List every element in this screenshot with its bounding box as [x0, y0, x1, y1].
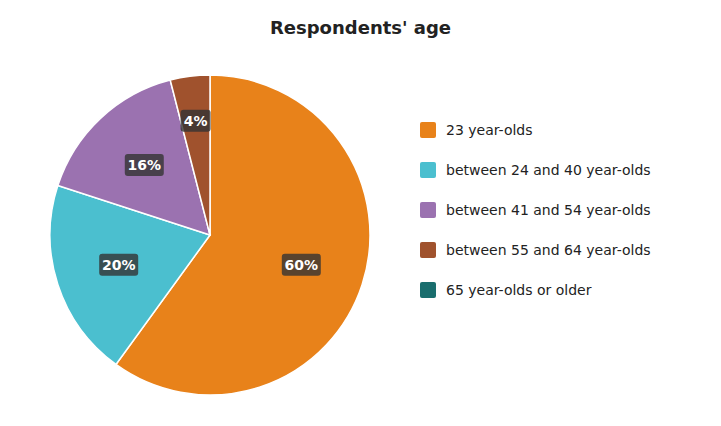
pie — [50, 75, 370, 395]
data-labels: 60% 20% 16% 4% — [99, 110, 321, 276]
data-label: 16% — [128, 157, 162, 173]
legend-swatch — [420, 122, 436, 138]
data-label-box — [181, 110, 211, 132]
legend-swatch — [420, 242, 436, 258]
legend-swatch — [420, 202, 436, 218]
data-label-box — [99, 254, 138, 276]
data-label-box — [282, 254, 321, 276]
legend-label: 65 year-olds or older — [446, 282, 592, 298]
legend: 23 year-olds between 24 and 40 year-olds b… — [420, 122, 651, 298]
chart: Respondents' age 60% 20% 16% 4% 23 year-olds b… — [0, 0, 721, 426]
legend-label: 23 year-olds — [446, 122, 533, 138]
legend-label: between 55 and 64 year-olds — [446, 242, 651, 258]
legend-swatch — [420, 162, 436, 178]
data-label-box — [125, 154, 164, 176]
data-label: 60% — [285, 257, 319, 273]
pie-slice — [170, 75, 210, 235]
legend-swatch — [420, 282, 436, 298]
data-label: 20% — [102, 257, 136, 273]
legend-label: between 24 and 40 year-olds — [446, 162, 651, 178]
title: Respondents' age — [270, 17, 451, 38]
legend-label: between 41 and 54 year-olds — [446, 202, 651, 218]
data-label: 4% — [184, 113, 208, 129]
